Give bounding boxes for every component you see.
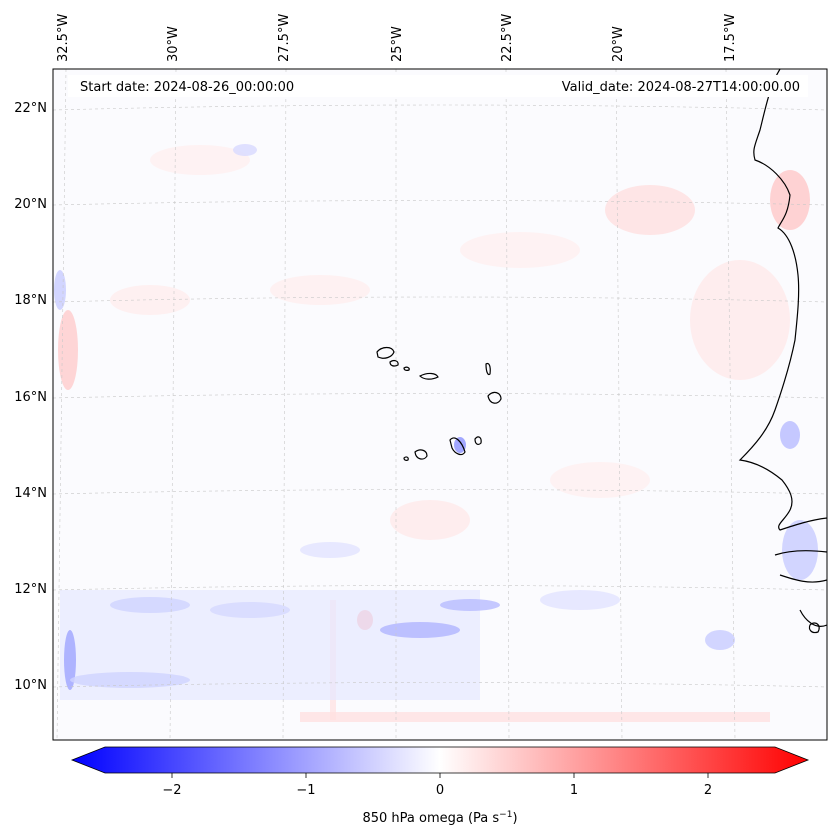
- omega-blob: [690, 260, 790, 380]
- island-boa-vista: [487, 391, 502, 404]
- start-date-label: Start date: 2024-08-26_00:00:00: [80, 80, 294, 95]
- lat-label: 12°N: [14, 582, 47, 597]
- omega-blob: [233, 144, 257, 156]
- omega-blob: [110, 597, 190, 613]
- omega-blob: [705, 630, 735, 650]
- omega-blob: [58, 310, 78, 390]
- lon-label: 30°W: [166, 26, 181, 62]
- bijagos-islands: [808, 622, 820, 634]
- colorbar-tick-label: −2: [162, 783, 181, 798]
- omega-blob: [440, 599, 500, 611]
- omega-blob: [782, 520, 818, 580]
- omega-blob: [780, 421, 800, 449]
- omega-blob: [460, 232, 580, 268]
- omega-blob: [64, 630, 76, 690]
- lat-label: 14°N: [14, 486, 47, 501]
- lat-label: 16°N: [14, 390, 47, 405]
- island-fogo: [414, 449, 428, 460]
- omega-blob: [454, 437, 466, 453]
- omega-blob: [390, 500, 470, 540]
- colorbar-label-main: 850 hPa omega (Pa s: [362, 811, 499, 826]
- omega-blob: [605, 185, 695, 235]
- lon-label: 25°W: [390, 26, 405, 62]
- map-frame: [52, 68, 828, 741]
- africa-coastline: [738, 69, 827, 531]
- colorbar-tick-label: −1: [296, 783, 315, 798]
- omega-blob: [550, 462, 650, 498]
- colorbar: −2 −1 0 1 2 850 hPa omega (Pa s−1): [70, 746, 810, 826]
- colorbar-label: 850 hPa omega (Pa s−1): [362, 810, 517, 826]
- latitude-labels: 22°N 20°N 18°N 16°N 14°N 12°N 10°N: [14, 101, 47, 693]
- lat-gridlines: [53, 104, 827, 688]
- header-band: [68, 75, 808, 97]
- guinea-coast: [799, 609, 827, 627]
- colorbar-label-end: ): [512, 811, 517, 826]
- colorbar-tick-label: 1: [570, 783, 578, 798]
- lat-label: 18°N: [14, 293, 47, 308]
- lat-label: 22°N: [14, 101, 47, 116]
- longitude-labels: 32.5°W 30°W 27.5°W 25°W 22.5°W 20°W 17.5…: [56, 14, 738, 62]
- omega-blob: [380, 622, 460, 638]
- island-santa-luzia: [403, 366, 410, 371]
- omega-blob: [70, 672, 190, 688]
- island-maio: [474, 436, 482, 445]
- colorbar-tick-label: 2: [704, 783, 712, 798]
- island-sal: [485, 362, 491, 376]
- lon-label: 27.5°W: [277, 14, 292, 62]
- island-santo-antao: [376, 346, 395, 359]
- island-brava: [403, 456, 409, 461]
- colorbar-ticks: −2 −1 0 1 2: [162, 773, 712, 798]
- omega-blob: [54, 270, 66, 310]
- colorbar-label-sup: −1: [499, 810, 512, 820]
- omega-blob: [210, 602, 290, 618]
- omega-blob: [300, 542, 360, 558]
- coastline: [376, 69, 827, 634]
- gambia-coast: [774, 550, 827, 556]
- lon-gridlines: [56, 69, 736, 740]
- valid-date-label: Valid_date: 2024-08-27T14:00:00.00: [562, 80, 800, 95]
- omega-blob: [540, 590, 620, 610]
- lat-label: 20°N: [14, 197, 47, 212]
- lon-label: 17.5°W: [723, 14, 738, 62]
- omega-blob: [770, 170, 810, 230]
- island-santiago: [449, 437, 466, 456]
- island-sao-nicolau: [418, 372, 439, 380]
- colorbar-body: [70, 746, 810, 774]
- lon-label: 20°W: [611, 26, 626, 62]
- map-area: Start date: 2024-08-26_00:00:00 Valid_da…: [52, 68, 828, 741]
- island-sao-vicente: [389, 359, 399, 367]
- lon-label: 22.5°W: [500, 14, 515, 62]
- omega-band: [300, 712, 770, 722]
- lat-label: 10°N: [14, 678, 47, 693]
- guinea-bissau-coast: [779, 574, 827, 583]
- lon-label: 32.5°W: [56, 14, 71, 62]
- colorbar-tick-label: 0: [436, 783, 444, 798]
